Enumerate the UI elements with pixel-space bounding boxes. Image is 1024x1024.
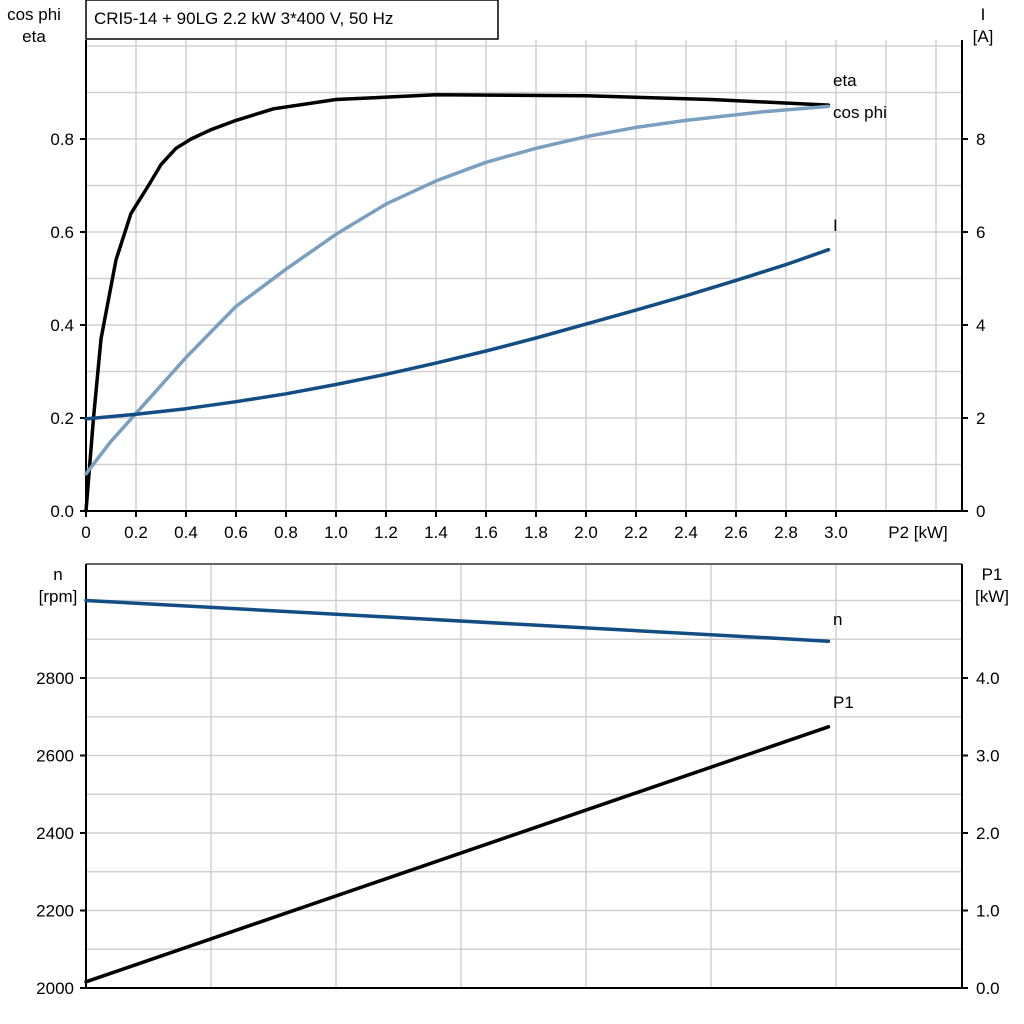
panel1-y-right-tick-label: 4.0 bbox=[976, 669, 1000, 688]
panel0-y-left-tick-label: 0.0 bbox=[50, 502, 74, 521]
panel1-y-right-tick-label: 3.0 bbox=[976, 747, 1000, 766]
panel1-y-right-tick-label: 1.0 bbox=[976, 902, 1000, 921]
panel0-x-tick-label: 0.4 bbox=[174, 523, 198, 542]
panel0-y-left-tick-label: 0.6 bbox=[50, 223, 74, 242]
panel0-y-right-tick-label: 0 bbox=[976, 502, 985, 521]
panel1-y-left-tick-label: 2200 bbox=[36, 902, 74, 921]
panel0-x-tick-label: 2.8 bbox=[774, 523, 798, 542]
panel1-y-left-tick-label: 2600 bbox=[36, 747, 74, 766]
panel0-x-tick-label: 2.2 bbox=[624, 523, 648, 542]
panel0-x-tick-label: 3.0 bbox=[824, 523, 848, 542]
panel1-y-left-label: n bbox=[53, 565, 62, 584]
panel0-y-left-label: eta bbox=[22, 27, 46, 46]
series-eta bbox=[84, 93, 831, 513]
series-P1 bbox=[84, 725, 831, 984]
panel0-x-tick-label: 0.8 bbox=[274, 523, 298, 542]
panel0-x-tick-label: 2.4 bbox=[674, 523, 698, 542]
panel0-y-right-tick-label: 2 bbox=[976, 409, 985, 428]
panel0-x-tick-label: 0.2 bbox=[124, 523, 148, 542]
series-label-P1: P1 bbox=[833, 693, 854, 712]
series-label-n: n bbox=[833, 610, 842, 629]
panel1-y-left-tick-label: 2000 bbox=[36, 979, 74, 998]
panel0-y-right-label: [A] bbox=[973, 27, 994, 46]
panel0-y-left-tick-label: 0.4 bbox=[50, 316, 74, 335]
panel0-x-tick-label: 1.0 bbox=[324, 523, 348, 542]
panel0-x-tick-label: 1.6 bbox=[474, 523, 498, 542]
panel0-x-tick-label: 2.0 bbox=[574, 523, 598, 542]
panel1-y-right-tick-label: 2.0 bbox=[976, 824, 1000, 843]
panel0-x-tick-label: 1.2 bbox=[374, 523, 398, 542]
series-label-I: I bbox=[833, 216, 838, 235]
panel0-x-tick-label: 1.4 bbox=[424, 523, 448, 542]
series-label-cos-phi: cos phi bbox=[833, 103, 887, 122]
series-I bbox=[84, 247, 831, 421]
panel0-y-left-label: cos phi bbox=[7, 5, 61, 24]
panel0-y-right-tick-label: 6 bbox=[976, 223, 985, 242]
panel0-y-right-label: I bbox=[981, 5, 986, 24]
panel0-x-tick-label: 0 bbox=[81, 523, 90, 542]
panel0-x-tick-label: 0.6 bbox=[224, 523, 248, 542]
panel0-x-axis-label: P2 [kW] bbox=[888, 523, 948, 542]
panel1-y-left-tick-label: 2800 bbox=[36, 669, 74, 688]
title-box bbox=[85, 0, 499, 40]
panel1-y-right-label: [kW] bbox=[975, 587, 1009, 606]
series-label-eta: eta bbox=[833, 71, 857, 90]
panel0-y-left-tick-label: 0.2 bbox=[50, 409, 74, 428]
panel0-x-tick-label: 2.6 bbox=[724, 523, 748, 542]
panel1-y-right-tick-label: 0.0 bbox=[976, 979, 1000, 998]
chart-title: CRI5-14 + 90LG 2.2 kW 3*400 V, 50 Hz bbox=[94, 9, 393, 28]
panel1-y-left-tick-label: 2400 bbox=[36, 824, 74, 843]
panel0-y-right-tick-label: 4 bbox=[976, 316, 985, 335]
panel0-y-right-tick-label: 8 bbox=[976, 130, 985, 149]
panel0-y-left-tick-label: 0.8 bbox=[50, 130, 74, 149]
series-cos-phi bbox=[84, 104, 831, 476]
series-n bbox=[84, 598, 831, 643]
panel0-x-tick-label: 1.8 bbox=[524, 523, 548, 542]
panel1-y-right-label: P1 bbox=[982, 565, 1003, 584]
panel1-y-left-label: [rpm] bbox=[39, 587, 78, 606]
